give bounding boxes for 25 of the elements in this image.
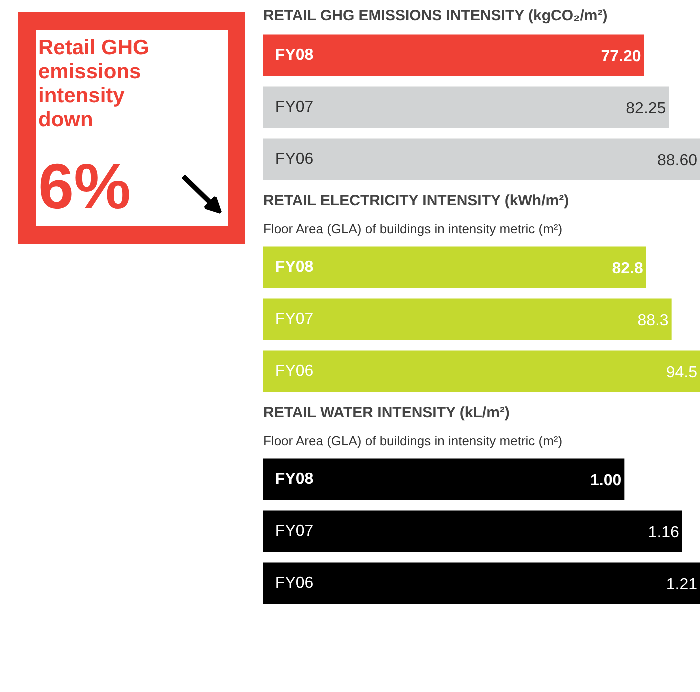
data-label: 82.25 [626,100,666,118]
y-tick-label: FY08 [275,259,314,276]
data-label: 1.21 [666,576,698,594]
data-label: 82.8 [612,260,644,278]
data-label: 77.20 [601,48,642,66]
chart-subtitle: Floor Area (GLA) of buildings in intensity metric (m²) [264,434,563,448]
chart-subtitle: Floor Area (GLA) of buildings in intensity metric (m²) [264,222,563,236]
y-tick-label: FY07 [275,523,314,540]
data-label: 94.5 [666,364,698,382]
data-label: 88.3 [638,312,669,330]
text: Retail GHG emissions intensity down [38,36,150,132]
y-tick-label: FY07 [275,99,314,116]
chart-title: RETAIL GHG EMISSIONS INTENSITY (kgCO₂/m²) [264,8,608,24]
chart-title: RETAIL ELECTRICITY INTENSITY (kWh/m²) [264,192,570,210]
data-label: 88.60 [657,152,698,170]
data-label: 1.16 [648,524,680,542]
y-tick-label: FY07 [275,311,314,328]
y-tick-label: FY06 [275,575,314,592]
y-tick-label: FY06 [275,363,314,380]
text: 6% [38,150,131,222]
y-tick-label: FY08 [275,471,314,488]
data-label: 1.00 [590,472,622,490]
chart-title: RETAIL WATER INTENSITY (kL/m²) [264,404,510,422]
y-tick-label: FY06 [275,151,314,168]
y-tick-label: FY08 [275,47,314,64]
